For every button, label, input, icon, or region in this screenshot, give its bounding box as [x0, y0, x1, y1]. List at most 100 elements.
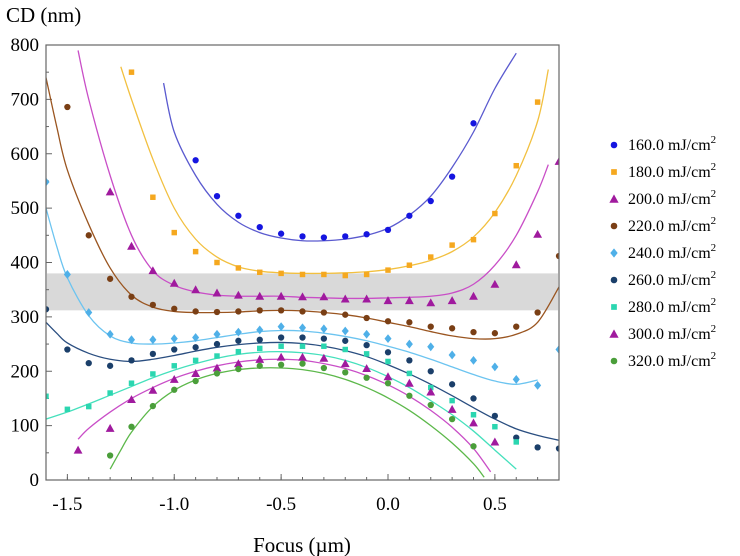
legend-unit-superscript: 2	[711, 350, 717, 362]
data-point-6	[384, 349, 392, 356]
x-tick-label: 0.5	[483, 494, 507, 515]
target-cd-band	[47, 273, 558, 311]
data-point-8	[148, 385, 158, 394]
data-point-8	[169, 374, 179, 383]
data-point-1	[448, 173, 456, 180]
data-point-9	[235, 365, 242, 373]
data-point-3	[276, 291, 286, 300]
data-point-8	[340, 359, 350, 368]
data-point-3	[447, 296, 457, 305]
fit-curve-1	[162, 52, 517, 242]
legend-value: 180.0 mJ/cm	[628, 164, 711, 181]
data-point-9	[106, 452, 114, 459]
data-point-7	[214, 353, 220, 359]
data-point-3	[212, 288, 222, 297]
data-point-6	[46, 306, 50, 313]
data-point-2	[385, 267, 391, 273]
data-point-5	[363, 329, 371, 339]
data-point-2	[428, 254, 434, 260]
data-point-4	[299, 308, 306, 315]
data-point-5	[85, 308, 93, 317]
legend-marker-4	[610, 222, 618, 230]
data-point-9	[128, 423, 135, 430]
data-point-5	[341, 326, 349, 336]
legend-value: 200.0 mJ/cm	[628, 191, 711, 208]
data-point-3	[148, 266, 158, 275]
data-point-2	[150, 194, 156, 200]
data-point-3	[169, 278, 179, 287]
tick-labels: 0 100 200 300 400 500 600 700 800 -1.5 -1.0 -0.5 0.0…	[11, 35, 507, 515]
data-point-9	[363, 374, 370, 381]
legend-marker-9	[610, 357, 618, 365]
data-point-5	[555, 345, 559, 354]
data-point-7	[150, 371, 156, 377]
data-point-4	[363, 314, 370, 322]
y-axis-title: CD (nm)	[6, 3, 81, 27]
data-point-9	[384, 380, 392, 387]
data-point-6	[106, 362, 114, 369]
data-point-3	[533, 229, 543, 238]
data-point-1	[256, 224, 263, 231]
data-point-5	[320, 324, 328, 334]
data-point-8	[73, 445, 83, 454]
fit-curve-4	[46, 77, 559, 340]
data-point-2	[299, 271, 306, 278]
data-point-6	[555, 445, 559, 452]
data-point-7	[86, 403, 92, 410]
legend-label-1: 160.0 mJ/cm2	[628, 134, 716, 154]
data-point-2	[342, 272, 348, 279]
data-point-7	[299, 343, 306, 349]
data-point-6	[64, 346, 71, 353]
data-point-5	[234, 327, 242, 337]
data-point-7	[46, 393, 49, 399]
data-point-1	[427, 197, 434, 205]
data-point-8	[319, 353, 329, 362]
data-point-8	[105, 423, 115, 432]
data-point-8	[233, 359, 243, 368]
data-point-4	[342, 311, 349, 318]
fit-curve-7	[46, 351, 517, 470]
data-point-4	[106, 275, 114, 282]
legend-unit-superscript: 2	[711, 161, 717, 173]
data-point-5	[384, 334, 392, 344]
data-point-4	[192, 308, 199, 315]
data-point-8	[490, 437, 500, 446]
legend-label-5: 240.0 mJ/cm2	[628, 242, 716, 262]
legend-marker-6	[610, 276, 618, 284]
data-point-3	[511, 260, 521, 269]
legend-value: 260.0 mJ/cm	[628, 272, 711, 289]
data-point-7	[513, 439, 519, 445]
x-tick-label: -0.5	[266, 494, 296, 515]
data-point-9	[320, 364, 328, 372]
data-point-8	[469, 418, 478, 427]
data-point-3	[490, 279, 500, 288]
data-point-1	[363, 231, 370, 238]
fit-curve-8	[77, 358, 492, 473]
data-point-5	[213, 329, 221, 339]
legend-label-7: 280.0 mJ/cm2	[628, 296, 716, 316]
data-point-4	[64, 103, 71, 111]
legend-marker-5	[610, 248, 618, 258]
data-point-2	[214, 259, 220, 266]
data-point-4	[85, 232, 92, 239]
data-point-1	[299, 233, 306, 240]
legend-label-2: 180.0 mJ/cm2	[628, 161, 716, 181]
data-point-2	[534, 99, 541, 105]
legend-label-3: 200.0 mJ/cm2	[628, 188, 716, 208]
fit-curve-2	[120, 66, 549, 275]
data-point-3	[362, 294, 372, 303]
legend-unit-superscript: 2	[711, 242, 717, 254]
data-point-1	[213, 193, 221, 200]
data-point-8	[383, 372, 393, 381]
data-point-6	[256, 336, 263, 343]
data-point-9	[171, 386, 178, 393]
data-point-7	[257, 345, 263, 352]
data-point-6	[192, 344, 199, 351]
y-tick-label: 0	[30, 470, 40, 491]
data-point-6	[470, 395, 477, 402]
data-point-3	[255, 291, 265, 300]
data-point-1	[277, 230, 285, 237]
data-point-6	[534, 444, 541, 451]
data-point-4	[427, 323, 434, 330]
data-point-4	[213, 308, 221, 316]
